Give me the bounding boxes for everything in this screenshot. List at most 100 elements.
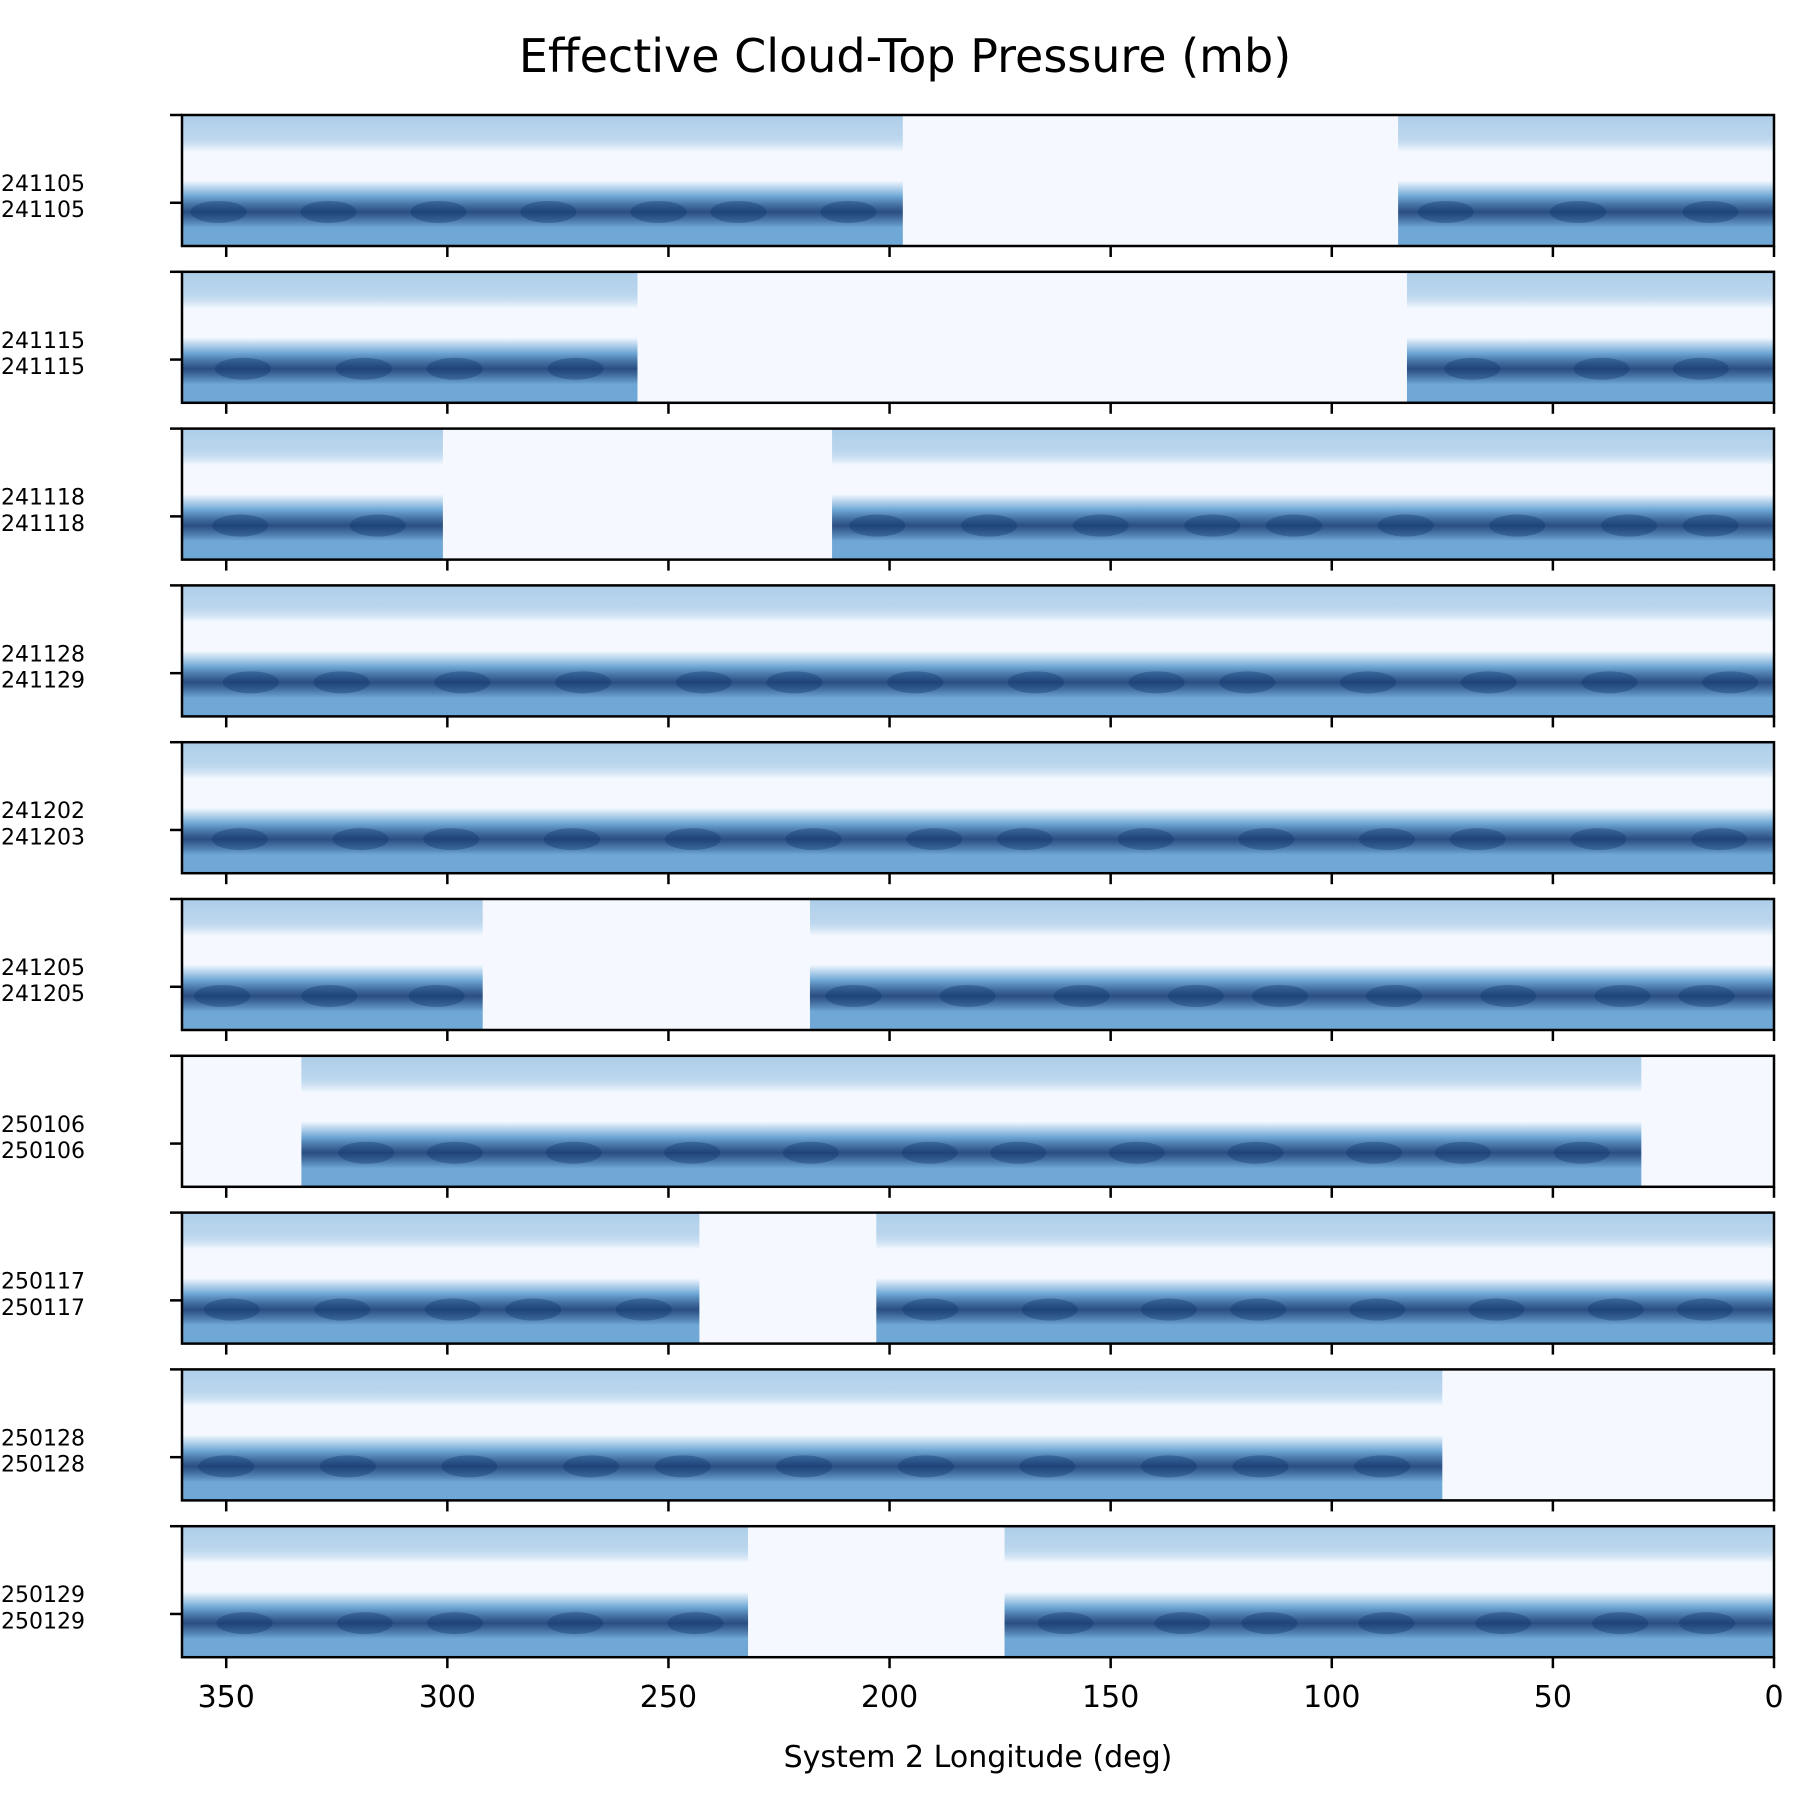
row-label-end: 241105 — [1, 198, 85, 223]
dark-band-spot — [544, 828, 600, 851]
dark-band-spot — [1072, 514, 1129, 537]
dark-band-spot — [520, 200, 577, 223]
dark-band-spot — [1553, 1141, 1610, 1164]
dark-band-spot — [1007, 671, 1064, 694]
dark-band-spot — [505, 1298, 562, 1321]
dark-band-spot — [1366, 984, 1423, 1007]
dark-band-spot — [211, 828, 268, 851]
dark-band-spot — [996, 828, 1053, 851]
dark-band-spot — [1460, 671, 1517, 694]
row-label-end: 241129 — [1, 669, 85, 694]
dark-band-spot — [615, 1298, 672, 1321]
dark-band-spot — [1678, 984, 1735, 1007]
dark-band-spot — [190, 200, 247, 223]
dark-band-spot — [336, 1612, 393, 1635]
dark-band-spot — [1594, 984, 1651, 1007]
dark-band-spot — [849, 514, 906, 537]
dark-band-spot — [1053, 984, 1110, 1007]
dark-band-spot — [410, 200, 467, 223]
row-label-end: 241205 — [1, 982, 85, 1007]
dark-band-spot — [198, 1455, 255, 1478]
dark-band-spot — [1489, 514, 1546, 537]
coverage-segment — [1406, 271, 1774, 403]
dark-band-spot — [1377, 514, 1434, 537]
coverage-segment — [182, 1369, 1443, 1501]
dark-band-spot — [1037, 1612, 1094, 1635]
dark-band-spot — [545, 1141, 602, 1164]
dark-band-spot — [667, 1612, 724, 1635]
dark-band-spot — [1021, 1298, 1078, 1321]
row-label-start: 250129 — [1, 1583, 85, 1608]
dark-band-spot — [1358, 1612, 1415, 1635]
dark-band-spot — [630, 200, 687, 223]
dark-band-spot — [1550, 200, 1607, 223]
x-axis-label: System 2 Longitude (deg) — [784, 1740, 1173, 1775]
dark-band-spot — [1232, 1455, 1289, 1478]
row-label-start: 241205 — [1, 956, 85, 981]
chart-title: Effective Cloud-Top Pressure (mb) — [519, 29, 1291, 83]
dark-band-spot — [300, 200, 357, 223]
dark-band-spot — [212, 514, 269, 537]
dark-band-spot — [785, 828, 842, 851]
dark-band-spot — [547, 357, 604, 380]
dark-band-spot — [825, 984, 882, 1007]
dark-band-spot — [1434, 1141, 1491, 1164]
row-label-end: 241203 — [1, 825, 85, 850]
panel-frame — [180, 427, 1776, 561]
dark-band-spot — [1154, 1612, 1211, 1635]
coverage-segment — [182, 585, 1774, 717]
x-axis: 350 300 250 200 150 100 50 0 — [198, 1680, 1784, 1715]
dark-band-spot — [222, 671, 279, 694]
coverage-segment — [182, 899, 483, 1030]
panel-frame — [180, 740, 1776, 875]
row-label-start: 250128 — [1, 1426, 85, 1451]
dark-band-spot — [1417, 200, 1474, 223]
row-label-start: 241115 — [1, 329, 85, 354]
dark-band-spot — [1184, 514, 1241, 537]
coverage-segment — [809, 899, 1774, 1030]
x-tick-label: 250 — [640, 1680, 697, 1715]
dark-band-spot — [710, 200, 767, 223]
panel-frame — [180, 584, 1776, 718]
dark-band-spot — [332, 828, 389, 851]
dark-band-spot — [1346, 1141, 1403, 1164]
dark-band-spot — [426, 357, 483, 380]
dark-band-spot — [1592, 1612, 1649, 1635]
row-label-start: 241202 — [1, 799, 85, 824]
dark-band-spot — [1266, 514, 1323, 537]
panel-frame — [180, 1211, 1776, 1345]
row-label-end: 250129 — [1, 1609, 85, 1634]
dark-band-spot — [427, 1612, 484, 1635]
dark-band-spot — [1251, 984, 1308, 1007]
dark-band-spot — [1354, 1455, 1411, 1478]
row-label-end: 241115 — [1, 355, 85, 380]
dark-band-spot — [203, 1298, 260, 1321]
row-label-end: 241118 — [1, 512, 85, 537]
dark-band-spot — [1480, 984, 1537, 1007]
row-label-end: 250128 — [1, 1453, 85, 1478]
dark-band-spot — [1449, 828, 1506, 851]
dark-band-spot — [902, 1298, 959, 1321]
dark-band-spot — [901, 1141, 958, 1164]
dark-band-spot — [1475, 1612, 1532, 1635]
row-label-start: 250106 — [1, 1113, 85, 1138]
coverage-segment — [1004, 1526, 1774, 1658]
dark-band-spot — [423, 828, 480, 851]
dark-band-spot — [1140, 1298, 1197, 1321]
row-label-start: 241128 — [1, 642, 85, 667]
x-tick-label: 350 — [198, 1680, 255, 1715]
coverage-segment — [182, 428, 443, 560]
panels: 2411052411052411152411152411182411182411… — [1, 113, 1776, 1669]
dark-band-spot — [335, 357, 392, 380]
coverage-segment — [182, 271, 638, 403]
x-tick-label: 150 — [1082, 1680, 1139, 1715]
dark-band-spot — [1587, 1298, 1644, 1321]
x-tick-label: 100 — [1303, 1680, 1360, 1715]
